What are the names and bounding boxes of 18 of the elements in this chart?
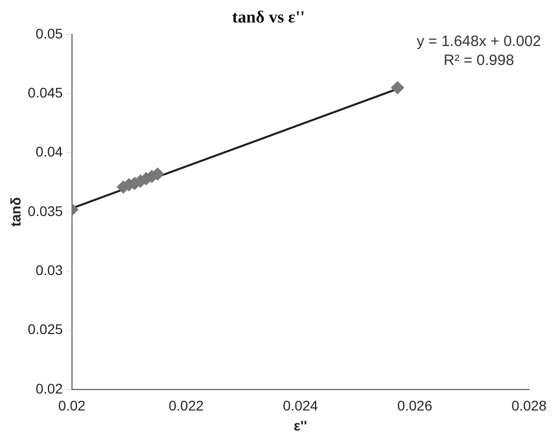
y-axis-title: tanδ bbox=[7, 197, 24, 227]
x-tick-label: 0.026 bbox=[397, 398, 432, 414]
y-tick-label: 0.025 bbox=[28, 321, 64, 338]
annotation: R² = 0.998 bbox=[442, 51, 516, 70]
x-axis-title: ε'' bbox=[294, 417, 308, 434]
x-tick-label: 0.028 bbox=[511, 398, 547, 414]
chart-title: tanδ vs ε'' bbox=[232, 8, 305, 27]
y-tick-label: 0.05 bbox=[36, 25, 64, 42]
y-tick-label: 0.03 bbox=[36, 262, 64, 278]
x-tick-label: 0.024 bbox=[282, 398, 318, 414]
y-tick-label: 0.02 bbox=[36, 380, 64, 396]
annotation: y = 1.648x + 0.002 bbox=[416, 32, 541, 51]
x-tick-label: 0.02 bbox=[58, 398, 86, 414]
x-tick-label: 0.022 bbox=[168, 398, 204, 414]
y-tick-label: 0.035 bbox=[28, 202, 64, 219]
y-tick-label: 0.045 bbox=[28, 84, 64, 100]
y-tick-label: 0.04 bbox=[36, 144, 64, 160]
point bbox=[391, 81, 404, 94]
